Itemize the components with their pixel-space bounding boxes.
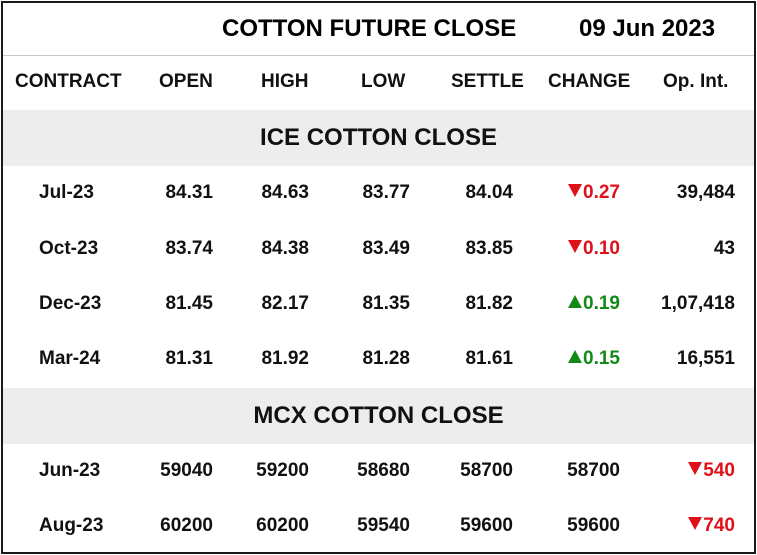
section-band-ice: ICE COTTON CLOSE (3, 110, 754, 166)
settle-cell: 81.82 (465, 293, 513, 314)
down-arrow-icon (568, 240, 583, 253)
page-title: COTTON FUTURE CLOSE (222, 15, 517, 42)
title-row: COTTON FUTURE CLOSE 09 Jun 2023 (3, 3, 754, 56)
section-band-mcx: MCX COTTON CLOSE (3, 388, 754, 444)
settle-cell: 58700 (460, 460, 513, 481)
low-cell: 81.28 (362, 348, 410, 369)
table-row: Jul-23 84.31 84.63 83.77 84.04 0.27 39,4… (3, 166, 754, 222)
open-interest-cell: 39,484 (676, 182, 735, 203)
table-row: Aug-23 60200 60200 59540 59600 59600 740 (3, 499, 754, 555)
open-interest-cell: 1,07,418 (661, 293, 735, 314)
open-cell: 59040 (160, 460, 213, 481)
change-cell: 0.19 (520, 293, 620, 315)
contract-cell: Oct-23 (39, 238, 99, 259)
change-cell: 59600 (567, 515, 620, 536)
high-cell: 60200 (256, 515, 309, 536)
high-cell: 59200 (256, 460, 309, 481)
open-interest-value: 540 (703, 460, 735, 481)
down-arrow-icon (568, 184, 583, 197)
change-cell: 0.27 (520, 182, 620, 204)
section-label: ICE COTTON CLOSE (260, 124, 497, 151)
settle-cell: 84.04 (465, 182, 513, 203)
change-value: 0.10 (583, 238, 620, 259)
contract-cell: Aug-23 (39, 515, 104, 536)
section-label: MCX COTTON CLOSE (253, 402, 504, 429)
high-cell: 84.38 (261, 238, 309, 259)
settle-cell: 81.61 (465, 348, 513, 369)
contract-cell: Jul-23 (39, 182, 94, 203)
settle-cell: 59600 (460, 515, 513, 536)
open-cell: 81.31 (165, 348, 213, 369)
change-cell: 58700 (567, 460, 620, 481)
change-value: 0.27 (583, 182, 620, 203)
open-interest-cell: 740 (615, 515, 735, 537)
low-cell: 83.77 (362, 182, 410, 203)
contract-cell: Jun-23 (39, 460, 101, 481)
table-row: Oct-23 83.74 84.38 83.49 83.85 0.10 43 (3, 222, 754, 278)
down-arrow-icon (688, 517, 703, 530)
open-interest-cell: 540 (615, 460, 735, 482)
open-interest-value: 740 (703, 515, 735, 536)
contract-cell: Mar-24 (39, 348, 101, 369)
high-cell: 82.17 (261, 293, 309, 314)
open-cell: 60200 (160, 515, 213, 536)
col-header-settle: SETTLE (451, 71, 524, 92)
down-arrow-icon (688, 462, 703, 475)
change-cell: 0.10 (520, 238, 620, 260)
up-arrow-icon (568, 295, 583, 308)
up-arrow-icon (568, 350, 583, 363)
col-header-open: OPEN (159, 71, 213, 92)
col-header-open-interest: Op. Int. (663, 71, 729, 92)
report-date: 09 Jun 2023 (579, 15, 716, 42)
change-value: 0.15 (583, 348, 620, 369)
low-cell: 83.49 (362, 238, 410, 259)
table-row: Mar-24 81.31 81.92 81.28 81.61 0.15 16,5… (3, 332, 754, 388)
col-header-change: CHANGE (548, 71, 631, 92)
open-cell: 83.74 (165, 238, 213, 259)
change-cell: 0.15 (520, 348, 620, 370)
low-cell: 58680 (357, 460, 410, 481)
col-header-low: LOW (361, 71, 406, 92)
open-interest-cell: 16,551 (676, 348, 735, 369)
table-row: Jun-23 59040 59200 58680 58700 58700 540 (3, 444, 754, 500)
high-cell: 84.63 (261, 182, 309, 203)
settle-cell: 83.85 (465, 238, 513, 259)
col-header-high: HIGH (261, 71, 309, 92)
col-header-contract: CONTRACT (15, 71, 122, 92)
low-cell: 59540 (357, 515, 410, 536)
open-cell: 81.45 (165, 293, 213, 314)
open-interest-cell: 43 (713, 238, 735, 259)
high-cell: 81.92 (261, 348, 309, 369)
contract-cell: Dec-23 (39, 293, 102, 314)
open-cell: 84.31 (165, 182, 213, 203)
change-value: 0.19 (583, 293, 620, 314)
table-row: Dec-23 81.45 82.17 81.35 81.82 0.19 1,07… (3, 277, 754, 333)
low-cell: 81.35 (362, 293, 410, 314)
